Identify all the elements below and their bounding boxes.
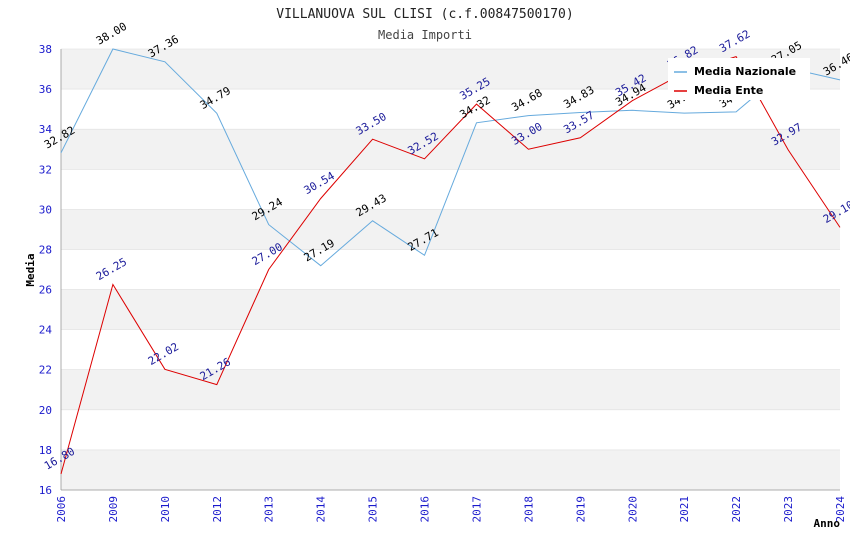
x-tick-label: 2022	[730, 496, 743, 523]
y-axis-title: Media	[24, 253, 37, 286]
grid-band	[61, 449, 840, 490]
y-tick-label: 32	[39, 163, 52, 176]
y-tick-label: 38	[39, 43, 52, 56]
x-tick-label: 2021	[678, 496, 691, 523]
legend-label-media-ente: Media Ente	[694, 84, 763, 97]
x-tick-label: 2015	[367, 496, 380, 523]
x-tick-label: 2012	[211, 496, 224, 523]
legend: Media Nazionale Media Ente	[668, 58, 810, 100]
data-label: 26.25	[94, 255, 129, 283]
x-tick-label: 2010	[159, 496, 172, 523]
y-tick-label: 22	[39, 364, 52, 377]
y-tick-label: 20	[39, 404, 52, 417]
x-tick-label: 2019	[574, 496, 587, 523]
chart-subtitle: Media Importi	[378, 28, 472, 42]
x-tick-label: 2020	[626, 496, 639, 523]
y-tick-label: 28	[39, 243, 52, 256]
chart-title: VILLANUOVA SUL CLISI (c.f.00847500170)	[276, 7, 573, 22]
x-tick-label: 2016	[419, 496, 432, 523]
series-lines	[60, 48, 841, 475]
x-tick-label: 2014	[315, 496, 328, 523]
data-label: 30.54	[302, 169, 338, 197]
x-tick-label: 2024	[834, 496, 847, 523]
x-tick-label: 2023	[782, 496, 795, 523]
y-tick-label: 18	[39, 444, 52, 457]
legend-label-media-nazionale: Media Nazionale	[694, 65, 796, 78]
x-tick-label: 2013	[263, 496, 276, 523]
x-tick-label: 2006	[55, 496, 68, 523]
data-label: 34.68	[509, 86, 544, 114]
series-line-media-nazionale	[60, 48, 841, 267]
legend-box	[668, 58, 810, 100]
series-line-media-ente	[60, 56, 841, 475]
grid-bands	[61, 49, 840, 490]
y-tick-label: 24	[39, 324, 53, 337]
data-label: 38.00	[94, 20, 129, 48]
grid-band	[61, 209, 840, 250]
y-tick-label: 26	[39, 284, 52, 297]
gridlines	[61, 48, 840, 491]
grid-band	[61, 369, 840, 410]
x-tick-labels: 2006 2009 2010 2012 2013 2014 2015 2016 2017 2018…	[55, 496, 847, 523]
x-tick-label: 2018	[522, 496, 535, 523]
y-tick-label: 30	[39, 203, 52, 216]
y-tick-labels: 16 18 20 22 24 26 28 30 32 34 36 38	[39, 43, 53, 497]
data-label: 22.02	[146, 340, 181, 368]
grid-band	[61, 129, 840, 170]
x-axis-title: Anno	[814, 517, 841, 530]
x-tick-label: 2017	[470, 496, 483, 523]
y-tick-label: 16	[39, 484, 52, 497]
grid-band	[61, 289, 840, 330]
x-tick-label: 2009	[107, 496, 120, 523]
y-tick-label: 36	[39, 83, 52, 96]
y-tick-label: 34	[39, 123, 53, 136]
